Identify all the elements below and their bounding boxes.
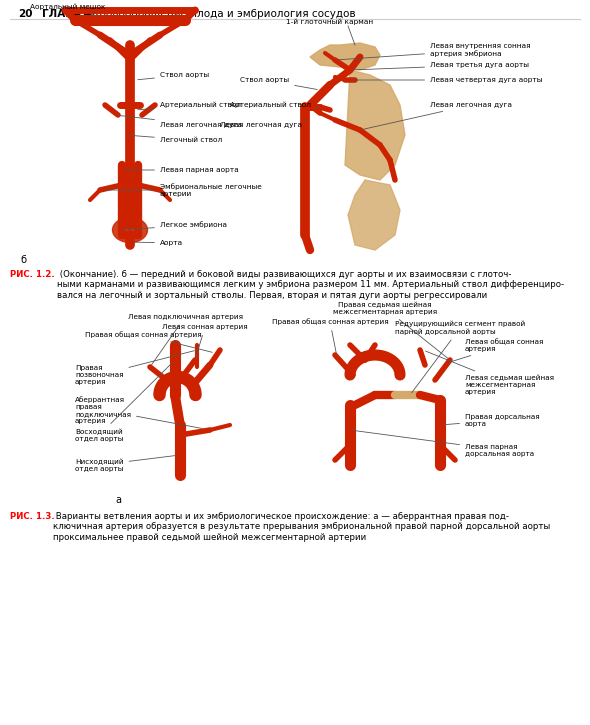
Text: Левая третья дуга аорты: Левая третья дуга аорты [353,62,529,70]
Text: Левая подключичная артерия: Левая подключичная артерия [127,314,242,365]
Text: Ствол аорты: Ствол аорты [240,77,317,89]
Text: 1-й глоточный карман: 1-й глоточный карман [286,19,373,25]
Text: Левая парная
дорсальная аорта: Левая парная дорсальная аорта [353,431,534,457]
Text: Левая легочная дуга: Левая легочная дуга [363,102,512,129]
Text: Нисходящий
отдел аорты: Нисходящий отдел аорты [75,455,177,472]
Text: 20: 20 [18,9,32,19]
Text: Правая
позвоночная
артерия: Правая позвоночная артерия [75,351,194,385]
Text: Редуцирующийся сегмент правой
парной дорсальной аорты: Редуцирующийся сегмент правой парной дор… [395,321,525,393]
Text: Артериальный ствол: Артериальный ствол [230,102,319,108]
Text: (Окончание). б — передний и боковой виды развивающихся дуг аорты и их взаимосвяз: (Окончание). б — передний и боковой виды… [57,270,564,300]
Text: ■: ■ [82,9,91,19]
Text: Кровообращение плода и эмбриология сосудов: Кровообращение плода и эмбриология сосуд… [92,9,356,19]
Text: Левая четвертая дуга аорты: Левая четвертая дуга аорты [351,77,542,83]
Ellipse shape [113,218,148,242]
Text: Левая легочная дуга: Левая легочная дуга [118,115,242,128]
Text: Правая дорсальная
аорта: Правая дорсальная аорта [442,413,540,426]
Text: Аортальный мешок: Аортальный мешок [30,4,106,16]
Polygon shape [310,43,380,70]
Text: а: а [115,495,121,505]
Text: Легочный ствол: Легочный ствол [128,135,222,143]
Text: Левая седьмая шейная
межсегментарная
артерия: Левая седьмая шейная межсегментарная арт… [425,351,554,395]
Text: Варианты ветвления аорты и их эмбриологическое происхождение: а — аберрантная пр: Варианты ветвления аорты и их эмбриологи… [53,512,550,542]
Text: ГЛАВА 1: ГЛАВА 1 [42,9,92,19]
Polygon shape [345,70,405,180]
Polygon shape [348,180,400,250]
Text: Легкое эмбриона: Легкое эмбриона [123,222,227,230]
Text: Эмбриональные легочные
артерии: Эмбриональные легочные артерии [105,183,262,197]
Text: б: б [20,255,26,265]
Text: Левая парная аорта: Левая парная аорта [124,167,239,173]
Text: Левая сонная артерия: Левая сонная артерия [162,324,248,357]
Text: Правая общая сонная артерия: Правая общая сонная артерия [85,331,212,352]
Text: Левая легочная дуга: Левая легочная дуга [220,120,307,128]
Text: Ствол аорты: Ствол аорты [137,72,209,80]
Text: РИС. 1.3.: РИС. 1.3. [10,512,55,521]
Text: Артериальный ствол: Артериальный ствол [138,102,241,109]
Text: Восходящий
отдел аорты: Восходящий отдел аорты [75,362,173,442]
Text: Правая общая сонная артерия: Правая общая сонная артерия [271,318,388,355]
Text: РИС. 1.2.: РИС. 1.2. [10,270,55,279]
Text: Аорта: Аорта [133,240,183,246]
Text: Аберрантная
правая
подключичная
артерия: Аберрантная правая подключичная артерия [75,396,202,428]
Text: Левая внутренняя сонная
артерия эмбриона: Левая внутренняя сонная артерия эмбриона [337,43,530,59]
Text: Левая общая сонная
артерия: Левая общая сонная артерия [450,338,543,362]
Text: Правая седьмая шейная
межсегментарная артерия: Правая седьмая шейная межсегментарная ар… [333,302,448,358]
